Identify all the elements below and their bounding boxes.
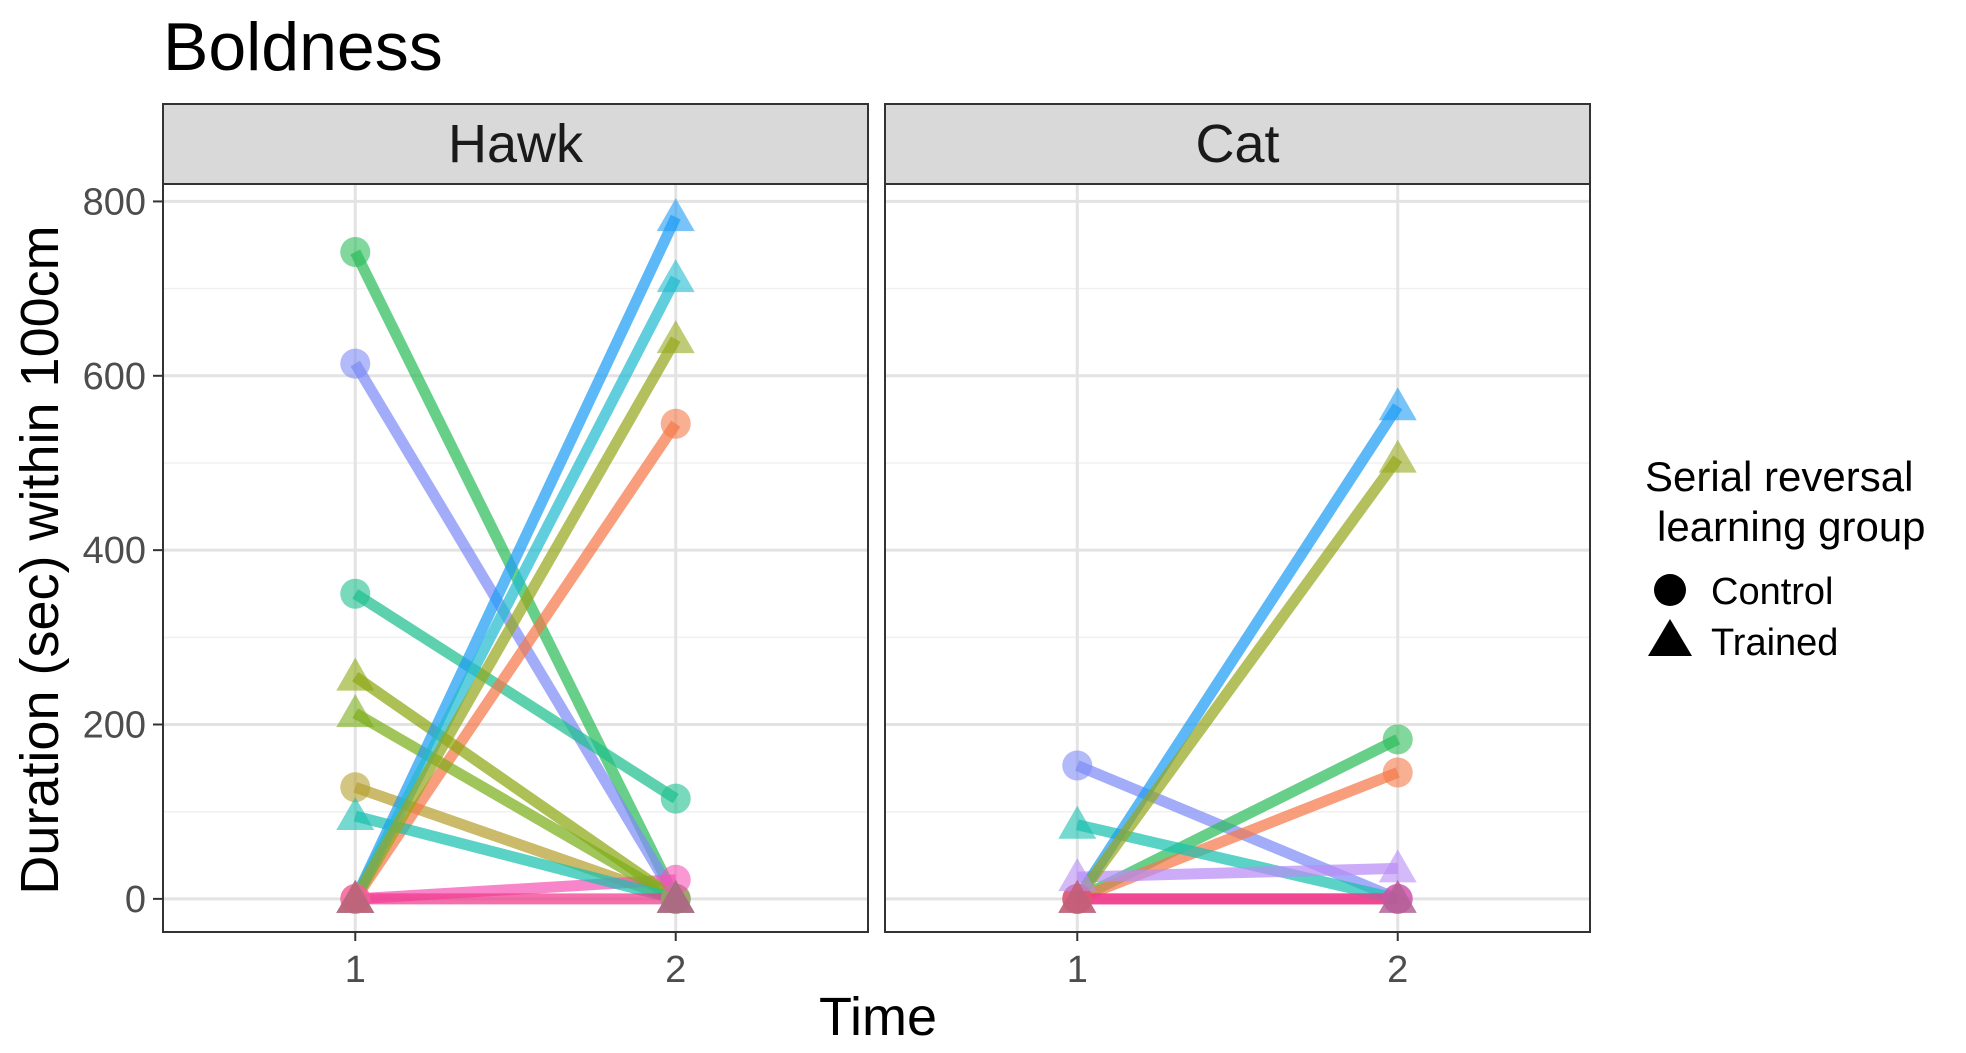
y-axis-title: Duration (sec) within 100cm: [10, 225, 70, 894]
data-point-trained: [1378, 387, 1417, 421]
x-tick-label: 1: [345, 949, 366, 991]
data-point-control: [340, 348, 371, 379]
series-line-trained: [350, 336, 681, 902]
data-point-control: [340, 237, 371, 267]
series-line-control: [350, 360, 681, 902]
x-axis-title: Time: [819, 987, 937, 1047]
legend-label-trained: Trained: [1711, 622, 1838, 664]
data-point-trained: [1058, 805, 1097, 839]
series-line-trained: [1077, 862, 1398, 883]
legend-title-line2: learning group: [1657, 503, 1926, 550]
x-tick-label: 1: [1067, 949, 1088, 991]
data-point-trained: [336, 694, 375, 728]
data-point-trained: [1058, 879, 1097, 913]
facet-panel-cat: Cat 1 2: [884, 103, 1591, 991]
data-point-trained: [656, 198, 695, 232]
facet-strip: [162, 103, 869, 185]
data-point-control: [660, 864, 691, 895]
series-line-control: [350, 420, 681, 902]
y-tick-label: 400: [83, 530, 146, 572]
data-point-control: [340, 578, 371, 609]
data-point-trained: [336, 879, 375, 913]
data-point-control: [340, 772, 371, 803]
data-point-control: [660, 783, 691, 814]
facet-panel-hawk: Hawk 1 2: [162, 103, 869, 991]
data-point-control: [1382, 757, 1413, 788]
series-line-trained: [352, 708, 679, 904]
panel-background: [885, 184, 1590, 932]
series-line-trained: [1076, 819, 1399, 905]
data-point-trained: [336, 657, 375, 691]
data-point-control: [1062, 750, 1093, 781]
data-point-trained: [336, 797, 375, 831]
data-point-control: [1382, 724, 1413, 755]
facet-strip-label: Hawk: [448, 114, 584, 174]
legend-circle-key: [1654, 574, 1686, 606]
data-point-trained: [656, 320, 695, 354]
data-point-trained: [656, 259, 695, 293]
legend-title-line1: Serial reversal: [1645, 453, 1913, 500]
series-line-trained: [1072, 455, 1403, 903]
y-tick-label: 0: [125, 879, 146, 921]
x-tick-label: 2: [1387, 949, 1408, 991]
x-tick-label: 2: [665, 949, 686, 991]
data-point-trained: [1058, 858, 1097, 892]
y-tick-label: 600: [83, 356, 146, 398]
chart-title: Boldness: [163, 9, 443, 85]
data-point-trained: [1378, 879, 1417, 913]
y-axis: 0 200 400 600 800: [83, 181, 163, 921]
y-tick-label: 800: [83, 181, 146, 223]
panel-border: [884, 183, 1591, 933]
data-point-trained: [1378, 439, 1417, 473]
panel-border: [162, 183, 869, 933]
y-tick-label: 200: [83, 705, 146, 747]
facet-panels: Hawk 1 2 Cat 1 2: [162, 103, 1591, 991]
data-point-trained: [656, 879, 695, 913]
legend: Serial reversal learning group Control T…: [1645, 453, 1926, 664]
data-point-trained: [1378, 849, 1417, 883]
facet-strip-label: Cat: [1195, 114, 1279, 174]
facet-strip: [884, 103, 1591, 185]
series-line-control: [352, 589, 679, 804]
legend-label-control: Control: [1711, 571, 1834, 613]
data-point-control: [660, 408, 691, 439]
series-line-trained: [353, 810, 678, 905]
series-line-control: [350, 249, 681, 902]
legend-triangle-key: [1648, 619, 1692, 656]
